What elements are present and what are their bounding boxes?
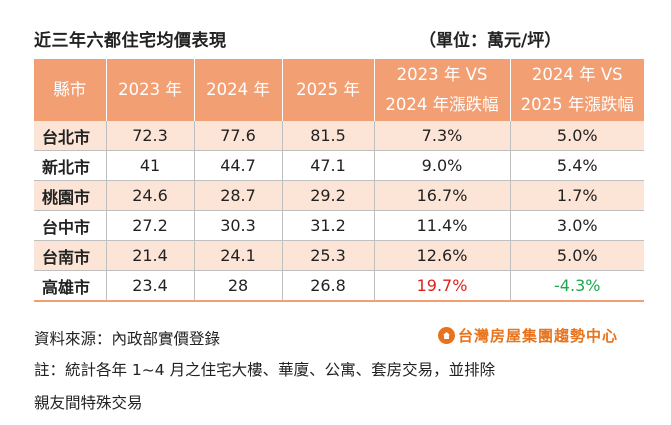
price-table: 縣市 2023 年 2024 年 2025 年 2023 年 VS 2024 年… (34, 59, 644, 302)
header-change-2024-2025-line2: 2025 年漲跌幅 (520, 95, 634, 114)
price-2023-cell: 21.4 (105, 240, 194, 271)
header-row: 縣市 2023 年 2024 年 2025 年 2023 年 VS 2024 年… (34, 59, 644, 121)
city-cell: 桃園市 (34, 180, 106, 211)
header-2023: 2023 年 (105, 59, 194, 121)
city-cell: 台中市 (34, 210, 106, 241)
city-cell: 高雄市 (34, 270, 106, 302)
change-2023-2024-cell: 16.7% (373, 180, 510, 211)
change-2024-2025-cell: 1.7% (509, 180, 644, 211)
price-2024-cell: 77.6 (193, 121, 282, 151)
header-change-2023-2024-line2: 2024 年漲跌幅 (385, 95, 499, 114)
change-2024-2025-cell: 3.0% (509, 210, 644, 241)
price-2023-cell: 72.3 (105, 121, 194, 151)
price-2024-cell: 28.7 (193, 180, 282, 211)
unit-label: （單位：萬元/坪） (419, 31, 562, 51)
change-2024-2025-cell-highlight: -4.3% (509, 270, 644, 302)
title-row: 近三年六都住宅均價表現 （單位：萬元/坪） (34, 26, 644, 52)
change-2024-2025-cell: 5.0% (509, 121, 644, 151)
table-row: 台中市 27.2 30.3 31.2 11.4% 3.0% (34, 210, 644, 241)
change-2023-2024-cell: 7.3% (373, 121, 510, 151)
house-logo-icon (438, 327, 455, 344)
price-2025-cell: 81.5 (281, 121, 374, 151)
change-2024-2025-cell: 5.0% (509, 240, 644, 271)
header-change-2023-2024-line1: 2023 年 VS (396, 65, 488, 84)
header-city: 縣市 (34, 59, 106, 121)
table-row: 台北市 72.3 77.6 81.5 7.3% 5.0% (34, 121, 644, 151)
change-2023-2024-cell: 9.0% (373, 150, 510, 181)
header-change-2024-2025: 2024 年 VS 2025 年漲跌幅 (509, 59, 644, 121)
price-2023-cell: 41 (105, 150, 194, 181)
price-2024-cell: 24.1 (193, 240, 282, 271)
source-note: 資料來源：內政部實價登錄 (34, 330, 221, 348)
table-row: 台南市 21.4 24.1 25.3 12.6% 5.0% (34, 240, 644, 271)
price-2023-cell: 23.4 (105, 270, 194, 302)
header-2025: 2025 年 (281, 59, 374, 121)
header-2024: 2024 年 (193, 59, 282, 121)
table-row: 新北市 41 44.7 47.1 9.0% 5.4% (34, 150, 644, 181)
city-cell: 台北市 (34, 121, 106, 151)
city-cell: 台南市 (34, 240, 106, 271)
logo-text: 台灣房屋集團趨勢中心 (458, 327, 619, 345)
price-2024-cell: 44.7 (193, 150, 282, 181)
table-row: 桃園市 24.6 28.7 29.2 16.7% 1.7% (34, 180, 644, 211)
change-2024-2025-cell: 5.4% (509, 150, 644, 181)
price-2025-cell: 47.1 (281, 150, 374, 181)
city-cell: 新北市 (34, 150, 106, 181)
price-2025-cell: 25.3 (281, 240, 374, 271)
price-2023-cell: 27.2 (105, 210, 194, 241)
change-2023-2024-cell-highlight: 19.7% (373, 270, 510, 302)
price-2025-cell: 31.2 (281, 210, 374, 241)
price-2025-cell: 26.8 (281, 270, 374, 302)
logo: 台灣房屋集團趨勢中心 (438, 325, 618, 346)
price-2023-cell: 24.6 (105, 180, 194, 211)
table-title: 近三年六都住宅均價表現 (34, 31, 227, 51)
table-row: 高雄市 23.4 28 26.8 19.7% -4.3% (34, 270, 644, 302)
price-2025-cell: 29.2 (281, 180, 374, 211)
price-2024-cell: 30.3 (193, 210, 282, 241)
change-2023-2024-cell: 12.6% (373, 240, 510, 271)
price-2024-cell: 28 (193, 270, 282, 302)
header-change-2023-2024: 2023 年 VS 2024 年漲跌幅 (373, 59, 510, 121)
header-change-2024-2025-line1: 2024 年 VS (531, 65, 623, 84)
footnote-line-1: 註：統計各年 1~4 月之住宅大樓、華廈、公寓、套房交易，並排除 (34, 361, 496, 379)
change-2023-2024-cell: 11.4% (373, 210, 510, 241)
footnote-line-2: 親友間特殊交易 (34, 394, 143, 412)
